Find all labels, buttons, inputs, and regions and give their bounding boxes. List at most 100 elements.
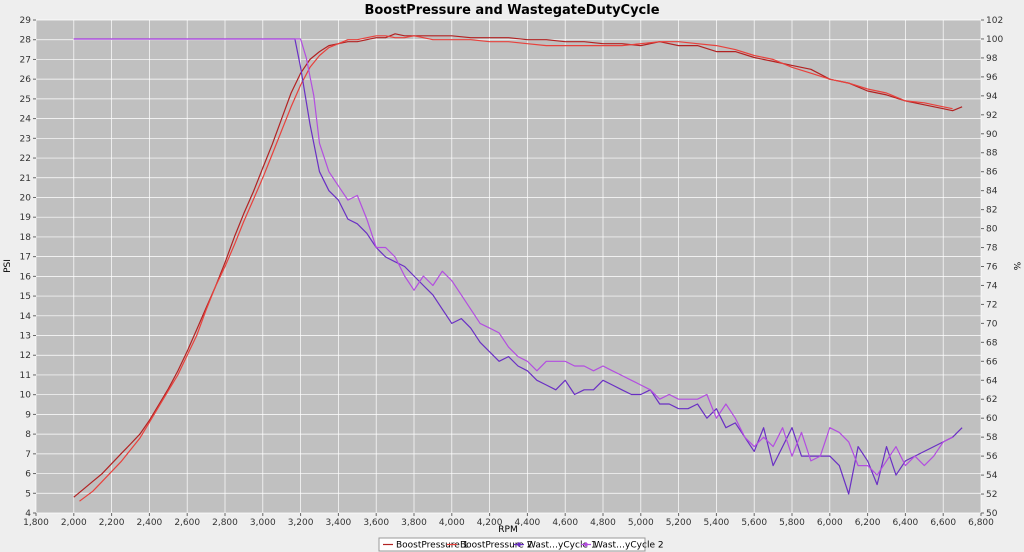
- y2-tick-label: 74: [986, 281, 998, 291]
- y2-tick-label: 100: [986, 35, 1003, 45]
- series-lines: [73, 33, 963, 502]
- y2-tick-label: 58: [986, 433, 998, 443]
- y2-tick-label: 78: [986, 244, 998, 254]
- y2-tick-label: 60: [986, 414, 998, 424]
- y-tick-label: 12: [20, 351, 31, 361]
- y2-tick-label: 92: [986, 111, 997, 121]
- x-tick-label: 3,400: [326, 518, 352, 528]
- y-tick-label: 7: [25, 450, 31, 460]
- y-tick-label: 5: [25, 489, 31, 499]
- y-tick-label: 20: [20, 193, 32, 203]
- x-tick-label: 5,000: [628, 518, 654, 528]
- y-tick-label: 23: [20, 134, 31, 144]
- y-tick-label: 13: [20, 332, 31, 342]
- y-axis-ticks: 4 5 6 7 8 9 10 11 12 13 14 15 16 17 18 19 20 21 22 23 24 25 26…: [20, 16, 36, 519]
- y-tick-label: 27: [20, 55, 31, 65]
- y-tick-label: 17: [20, 253, 31, 263]
- y-tick-label: 29: [20, 16, 32, 26]
- x-tick-label: 5,200: [666, 518, 692, 528]
- x-tick-label: 5,800: [779, 518, 805, 528]
- x-tick-label: 2,600: [174, 518, 200, 528]
- y2-tick-label: 56: [986, 452, 998, 462]
- y2-tick-label: 96: [986, 73, 998, 83]
- y2-tick-label: 86: [986, 168, 998, 178]
- legend-label: Wast…yCycle 2: [594, 541, 664, 551]
- x-tick-label: 2,000: [61, 518, 87, 528]
- x-tick-label: 3,600: [363, 518, 389, 528]
- y-tick-label: 9: [25, 410, 31, 420]
- x-tick-label: 6,000: [817, 518, 843, 528]
- y-axis-label: PSI: [3, 259, 13, 273]
- y-tick-label: 18: [20, 233, 32, 243]
- y-tick-label: 8: [25, 430, 31, 440]
- x-tick-label: 3,800: [401, 518, 427, 528]
- legend-label: BoostPressure 2: [460, 541, 532, 551]
- y2-tick-label: 50: [986, 509, 998, 519]
- y2-tick-label: 72: [986, 300, 997, 310]
- legend-box: [378, 537, 646, 552]
- x-tick-label: 6,600: [930, 518, 956, 528]
- y2-axis-label: %: [1011, 262, 1021, 271]
- x-tick-label: 4,600: [552, 518, 578, 528]
- legend-label: Wast…yCycle 1: [527, 541, 597, 551]
- series-line-4: [73, 38, 953, 476]
- y-tick-label: 6: [25, 470, 31, 480]
- x-tick-label: 2,400: [137, 518, 163, 528]
- y2-tick-label: 68: [986, 338, 998, 348]
- x-tick-label: 5,600: [741, 518, 767, 528]
- x-tick-label: 4,200: [477, 518, 503, 528]
- y2-tick-label: 64: [986, 376, 998, 386]
- y2-tick-label: 66: [986, 357, 998, 367]
- y2-tick-label: 80: [986, 225, 998, 235]
- y2-axis-ticks: 50 52 54 56 58 60 62 64 66 68 70 72 74 76 78 80 82 84 86 88…: [981, 16, 1003, 519]
- y-tick-label: 10: [20, 391, 32, 401]
- y-tick-label: 15: [20, 292, 31, 302]
- legend-label: BoostPressure 1: [396, 541, 468, 551]
- y-tick-label: 21: [20, 174, 31, 184]
- legend-marker: [583, 542, 589, 547]
- y-tick-label: 14: [20, 312, 32, 322]
- x-tick-label: 4,000: [439, 518, 465, 528]
- y2-tick-label: 52: [986, 490, 997, 500]
- y-tick-label: 22: [20, 154, 31, 164]
- chart-title: BoostPressure and WastegateDutyCycle: [364, 3, 659, 18]
- x-tick-label: 3,000: [250, 518, 276, 528]
- x-tick-label: 2,800: [212, 518, 238, 528]
- series-line-1: [73, 33, 963, 498]
- y-tick-label: 11: [20, 371, 31, 381]
- legend-marker: [516, 542, 522, 547]
- y2-tick-label: 54: [986, 471, 998, 481]
- y2-tick-label: 94: [986, 92, 998, 102]
- series-line-2: [79, 35, 953, 502]
- y2-tick-label: 102: [986, 16, 1003, 26]
- x-tick-label: 6,200: [855, 518, 881, 528]
- y2-tick-label: 70: [986, 319, 998, 329]
- y-tick-label: 28: [20, 36, 32, 46]
- y2-tick-label: 90: [986, 130, 998, 140]
- y-tick-label: 24: [20, 115, 32, 125]
- plot-area: [36, 20, 981, 513]
- x-tick-label: 4,800: [590, 518, 616, 528]
- y-tick-label: 26: [20, 75, 32, 85]
- y-tick-label: 16: [20, 272, 32, 282]
- y2-tick-label: 82: [986, 206, 997, 216]
- x-tick-label: 6,400: [893, 518, 919, 528]
- y2-tick-label: 88: [986, 149, 998, 159]
- x-tick-label: 5,400: [704, 518, 730, 528]
- y2-tick-label: 76: [986, 263, 998, 273]
- y-tick-label: 19: [20, 213, 32, 223]
- x-axis-label: RPM: [498, 525, 517, 535]
- y-tick-label: 25: [20, 95, 31, 105]
- y-tick-label: 4: [25, 509, 31, 519]
- series-line-3: [73, 38, 963, 495]
- y2-tick-label: 98: [986, 54, 998, 64]
- x-tick-label: 2,200: [99, 518, 125, 528]
- gridlines: [35, 19, 982, 514]
- y2-tick-label: 84: [986, 187, 998, 197]
- x-tick-label: 4,400: [515, 518, 541, 528]
- x-tick-label: 6,800: [968, 518, 994, 528]
- y2-tick-label: 62: [986, 395, 997, 405]
